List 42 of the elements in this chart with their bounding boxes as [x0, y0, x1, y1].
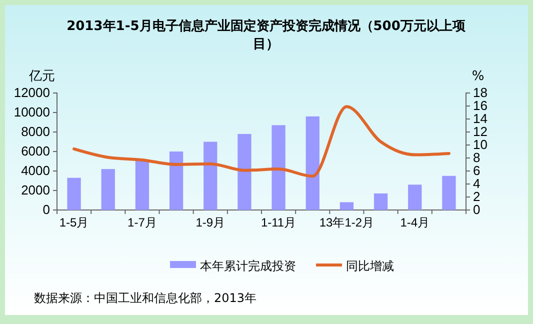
source-note: 数据来源：中国工业和信息化部，2013年	[34, 291, 257, 305]
bar	[204, 142, 218, 210]
bar	[101, 169, 115, 210]
bar	[238, 134, 252, 210]
x-tick-label: 1-9月	[196, 216, 226, 230]
line-series	[72, 105, 450, 178]
y-tick-label: 8000	[21, 124, 50, 140]
bar	[374, 193, 388, 210]
y2-tick-label: 2	[473, 189, 480, 204]
bar	[169, 152, 184, 210]
y2-tick-label: 10	[473, 137, 488, 152]
bar	[340, 202, 354, 210]
x-tick-label: 1-5月	[59, 216, 89, 230]
y2-tick-label: 18	[473, 85, 488, 100]
legend-label: 本年累计完成投资	[200, 259, 296, 273]
y2-tick-label: 6	[473, 163, 480, 178]
y2-tick-label: 0	[473, 202, 480, 218]
y2-tick-label: 4	[473, 176, 480, 192]
y2-tick-label: 16	[473, 98, 488, 114]
legend-label: 同比增减	[346, 259, 394, 273]
x-tick-label: 13年1-2月	[319, 216, 374, 230]
y-tick-label: 0	[42, 202, 50, 218]
chart-title: 2013年1-5月电子信息产业固定资产投资完成情况（500万元以上项目）	[66, 18, 466, 52]
bar	[67, 178, 81, 210]
x-tick-label: 1-11月	[260, 216, 296, 230]
y-tick-label: 6000	[21, 144, 50, 159]
y-tick-label: 10000	[14, 104, 50, 120]
bar	[306, 116, 320, 210]
bar	[135, 160, 150, 210]
y2-tick-label: 12	[473, 124, 488, 140]
y2-tick-label: 8	[473, 150, 480, 166]
y2-axis-title: %	[472, 69, 484, 84]
y2-tick-label: 14	[473, 111, 488, 126]
y-tick-label: 2000	[21, 182, 50, 198]
bar	[272, 125, 286, 210]
bar	[408, 184, 422, 210]
bar	[442, 176, 456, 210]
y-tick-label: 4000	[21, 163, 50, 178]
y-tick-label: 12000	[14, 85, 50, 100]
x-tick-label: 1-4月	[400, 216, 430, 230]
x-tick-label: 1-7月	[128, 216, 157, 230]
y-axis-title: 亿元	[28, 69, 55, 84]
